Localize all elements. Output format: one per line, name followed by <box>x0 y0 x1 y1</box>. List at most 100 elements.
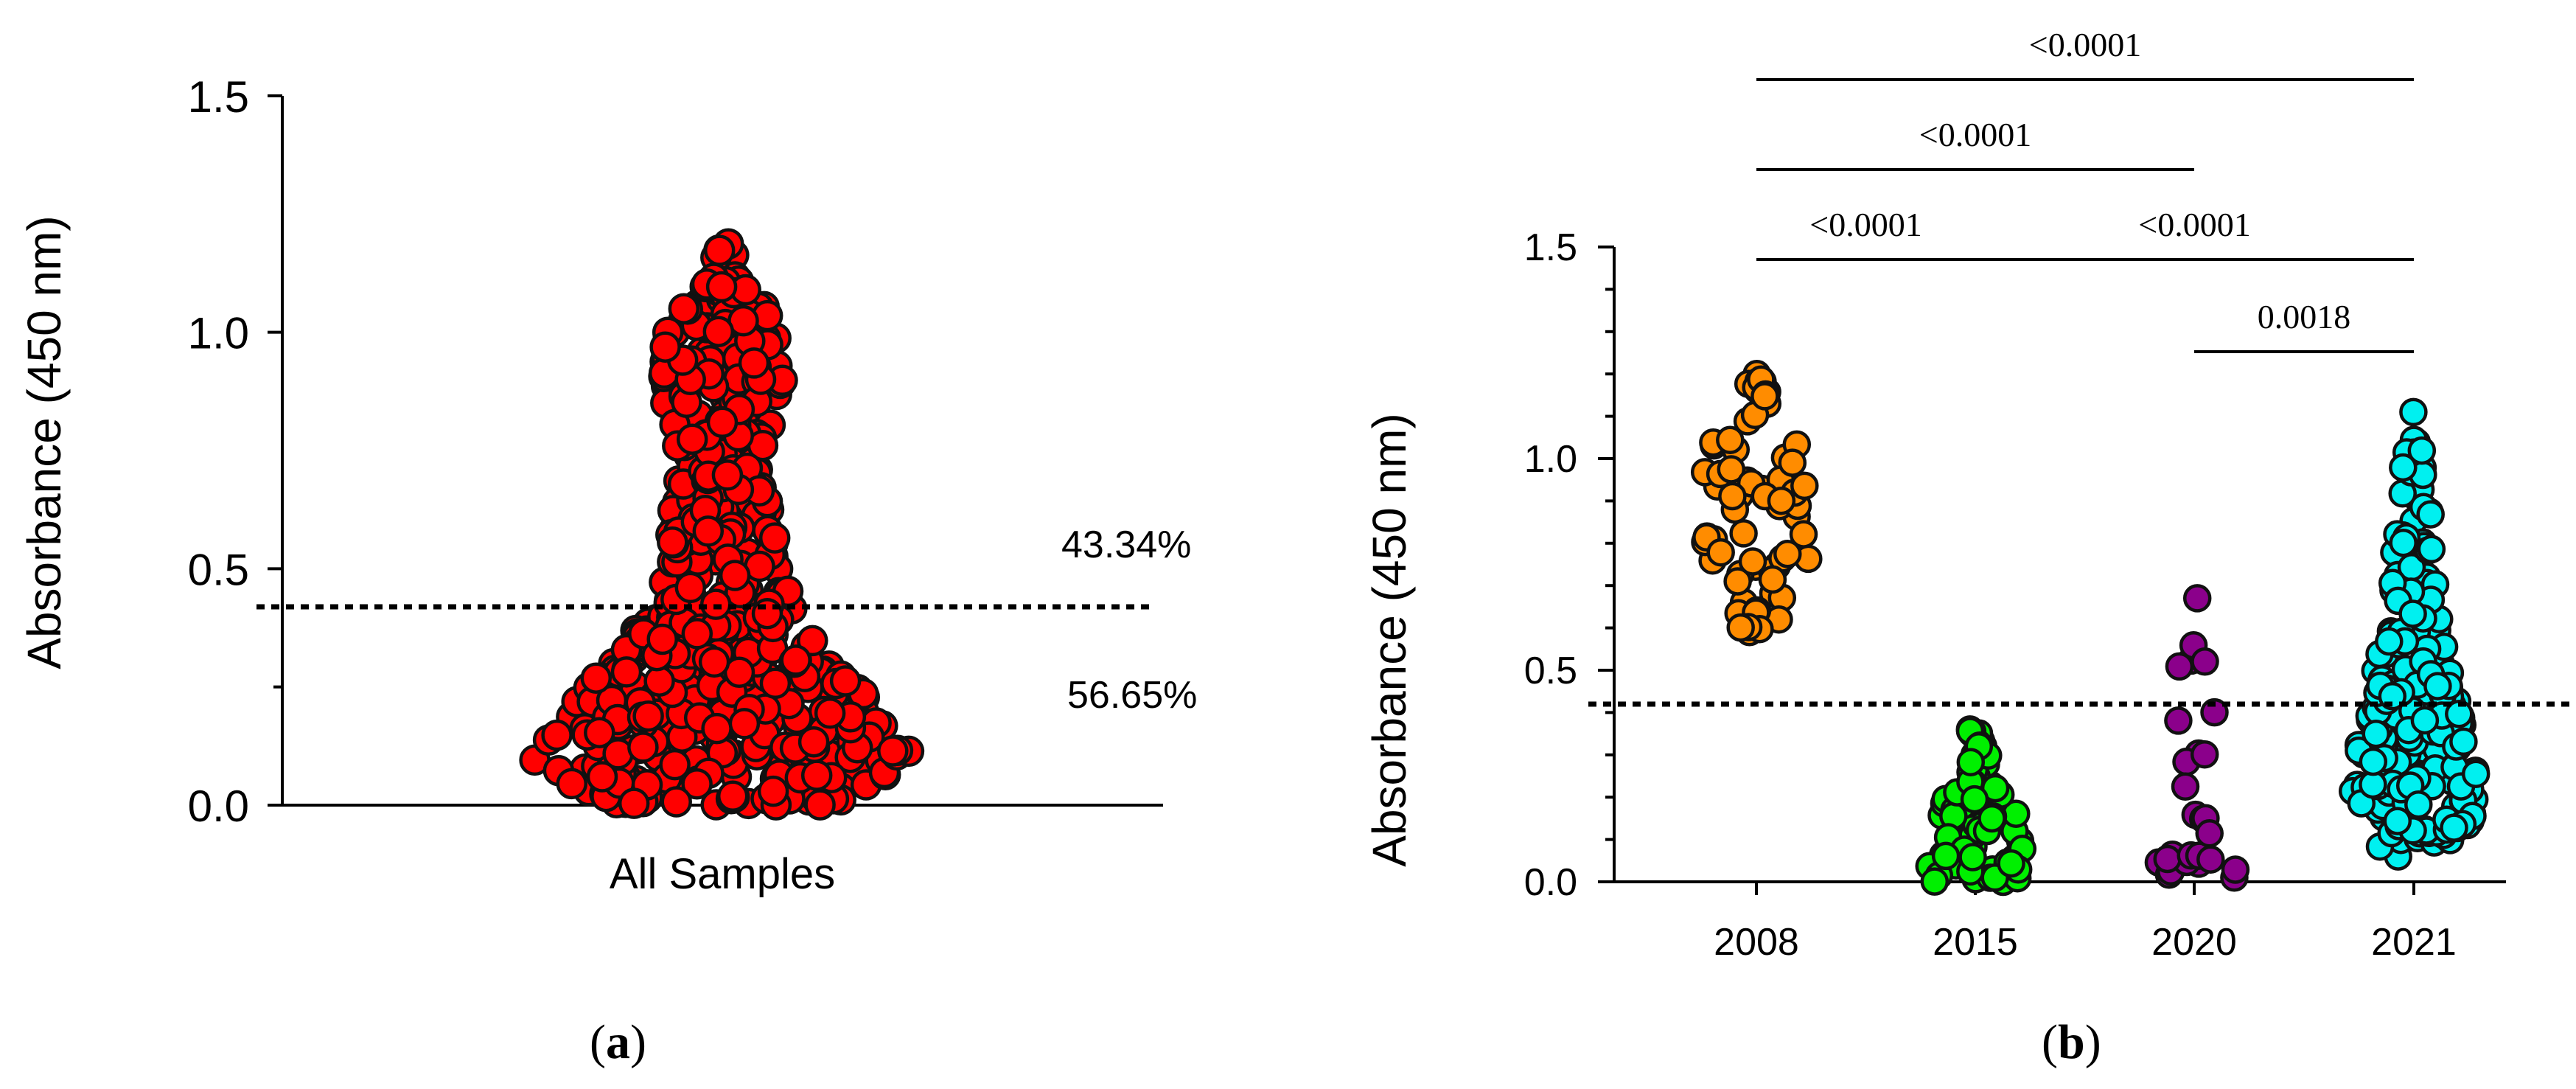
panel-a-data-point <box>580 662 612 694</box>
panel-b-y-tick-label: 0.5 <box>1524 650 1577 692</box>
panel-a: Absorbance (450 nm) 0.00.51.01.5 43.34% … <box>18 72 1197 1069</box>
panel-a-data-point <box>701 712 733 745</box>
panel-a-data-point <box>705 271 738 303</box>
panel-b-data-point-2021 <box>2375 627 2404 656</box>
panel-b-data-point-2015 <box>1956 748 1986 776</box>
panel-b-data-point-2021 <box>2389 528 2418 557</box>
panel-a-data-point <box>674 571 707 604</box>
panel-a-data-point <box>702 316 735 347</box>
panel-b-data-point-2021 <box>2362 719 2390 748</box>
panel-a-y-axis-title: Absorbance (450 nm) <box>18 215 71 669</box>
panel-b-data-point-2021 <box>2440 813 2468 842</box>
panel-b-data-point-2015 <box>1997 849 2025 878</box>
panel-a-data-point <box>618 787 650 819</box>
panel-a-data-point <box>676 423 708 455</box>
panel-b-data-point-2008 <box>1773 540 1802 568</box>
panel-a-y-tick-label: 1.5 <box>188 72 249 122</box>
panel-b-data-point-2015 <box>1960 784 1989 814</box>
panel-a-data-point <box>716 780 749 813</box>
panel-b-points <box>1690 359 2491 897</box>
panel-b-data-point-2008 <box>1758 565 1787 594</box>
panel-b-data-point-2021 <box>2410 706 2440 735</box>
panel-a-data-point <box>584 717 615 748</box>
panel-a-data-point <box>780 644 811 676</box>
panel-b-data-point-2021 <box>2461 759 2491 788</box>
panel-a-data-point <box>668 293 700 324</box>
panel-b-data-point-2020 <box>2171 772 2200 801</box>
panel-b-data-point-2021 <box>2445 700 2474 728</box>
panel-b-data-point-2021 <box>2389 453 2418 482</box>
panel-a-data-point <box>632 700 664 732</box>
panel-b-y-tick-label: 1.5 <box>1524 226 1577 269</box>
panel-b-data-point-2020 <box>2190 740 2219 769</box>
panel-b-data-point-2021 <box>2423 672 2452 700</box>
panel-b-data-point-2008 <box>1790 471 1819 501</box>
panel-b-data-point-2015 <box>1978 804 2006 833</box>
panel-a-data-point <box>698 646 730 678</box>
panel-a-data-point <box>797 726 830 758</box>
panel-a-above-percent: 43.34% <box>1061 523 1191 566</box>
panel-b-data-point-2021 <box>2359 747 2388 776</box>
panel-b-data-point-2008 <box>1729 519 1758 548</box>
panel-b-data-point-2008 <box>1751 382 1779 411</box>
panel-b-data-point-2015 <box>1920 867 1950 896</box>
panel-a-data-point <box>738 347 770 379</box>
panel-b-significance-label: 0.0018 <box>2258 298 2351 335</box>
panel-b-x-tick-label: 2020 <box>2151 921 2237 964</box>
panel-a-data-point <box>681 768 713 800</box>
panel-a-x-category-label: All Samples <box>610 850 835 898</box>
panel-b-data-point-2021 <box>2417 535 2446 564</box>
panel-b-x-tick-label: 2008 <box>1714 921 1799 964</box>
panel-a-data-point <box>649 331 681 363</box>
panel-a-y-tick-label: 0.5 <box>188 545 249 594</box>
panel-a-data-point <box>711 459 744 491</box>
panel-b-data-point-2008 <box>1789 520 1818 549</box>
panel-b-data-point-2021 <box>2399 397 2428 427</box>
panel-b-significance-label: <0.0001 <box>2029 26 2141 63</box>
panel-b-data-point-2020 <box>2191 647 2219 676</box>
panel-a-data-point <box>643 665 675 697</box>
panel-b-data-point-2020 <box>2164 706 2193 735</box>
panel-b-y-tick-label: 0.0 <box>1524 861 1577 904</box>
panel-b-data-point-2008 <box>1738 547 1767 576</box>
panel-a-data-point <box>556 768 588 800</box>
panel-a-data-point <box>758 522 791 554</box>
panel-b-data-point-2020 <box>2153 844 2182 874</box>
panel-b-data-point-2021 <box>2416 500 2445 529</box>
panel-b-significance-brackets: <0.0001 <0.0001 <0.0001 <0.0001 0.0018 <box>1756 26 2414 353</box>
panel-a-data-point <box>703 234 736 266</box>
panel-b-x-tick-label: 2021 <box>2371 921 2457 964</box>
panel-a-label: (a) <box>590 1015 646 1069</box>
panel-a-data-point <box>586 761 618 793</box>
panel-b-y-tick-label: 1.0 <box>1524 438 1577 481</box>
panel-b-data-point-2008 <box>1723 567 1752 596</box>
panel-b-label: (b) <box>2042 1015 2101 1069</box>
panel-b-y-axis-title: Absorbance (450 nm) <box>1363 413 1416 866</box>
panel-b-data-point-2008 <box>1706 537 1735 567</box>
panel-b-data-point-2008 <box>1718 481 1747 511</box>
panel-a-data-point <box>659 748 691 781</box>
panel-b-data-point-2020 <box>2196 845 2225 874</box>
panel-a-data-point <box>657 526 688 558</box>
panel-b-data-point-2008 <box>1767 486 1796 515</box>
panel-a-data-point <box>706 406 739 439</box>
panel-a-y-tick-label: 0.0 <box>188 782 249 831</box>
panel-a-data-point <box>692 515 725 547</box>
panel-b-data-point-2008 <box>1717 455 1746 484</box>
panel-b-significance-label: <0.0001 <box>2138 206 2250 243</box>
panel-a-data-point <box>646 623 678 655</box>
panel-b-x-ticks: 2008 2015 2020 2021 <box>1714 882 2457 964</box>
panel-b-data-point-2008 <box>1726 613 1755 642</box>
panel-b-data-point-2021 <box>2449 727 2478 756</box>
panel-b-data-point-2021 <box>2407 436 2437 465</box>
panel-b-data-point-2020 <box>2195 819 2224 848</box>
panel-b-y-ticks: 0.0 0.5 1.0 1.5 <box>1524 226 1614 904</box>
panel-a-below-percent: 56.65% <box>1067 674 1197 717</box>
panel-b-data-point-2021 <box>2398 599 2427 628</box>
panel-a-data-point <box>829 665 862 697</box>
panel-a-data-point <box>681 618 713 650</box>
panel-a-y-tick-label: 1.0 <box>188 309 249 358</box>
panel-b-data-point-2021 <box>2383 807 2412 835</box>
panel-b-data-point-2008 <box>1716 425 1745 455</box>
